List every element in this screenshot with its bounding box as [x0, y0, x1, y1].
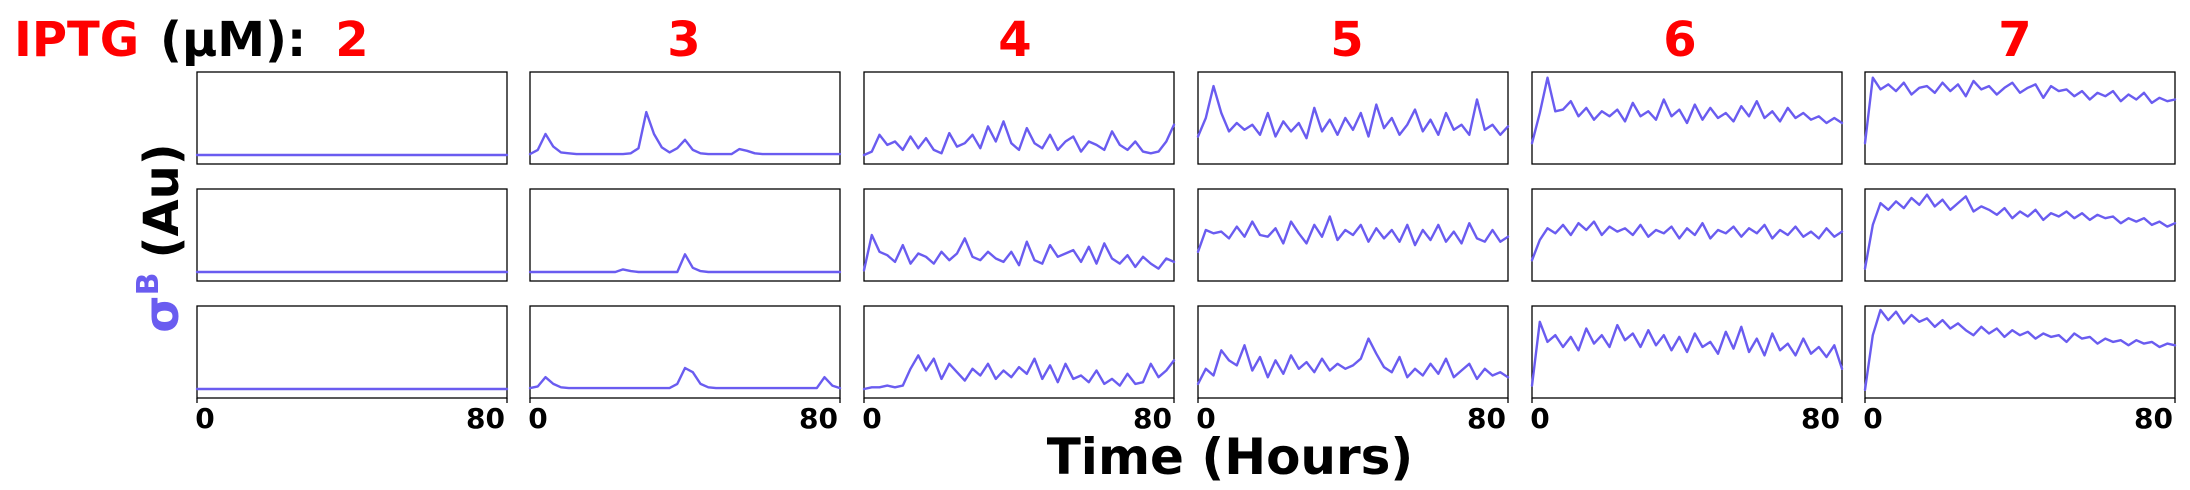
- panel-iptg-2-rep-3: 0 80: [195, 305, 509, 435]
- panel-frame: [1531, 188, 1843, 282]
- iptg-header: IPTG (μM): 2 3 4 5 6 7: [14, 12, 2032, 68]
- x-tick-label: 0: [862, 402, 881, 435]
- panel-iptg-7-rep-1: [1863, 71, 2177, 165]
- iptg-value-6: 6: [1663, 12, 1696, 68]
- trace-line: [1530, 220, 1844, 262]
- panel-iptg-2-rep-2: [195, 188, 509, 282]
- trace-line: [1863, 308, 2177, 391]
- panel-frame: [1864, 71, 2176, 165]
- iptg-value-5: 5: [1330, 12, 1363, 68]
- panel-iptg-4-rep-3: 0 80: [862, 305, 1176, 435]
- x-tick-label: 80: [466, 402, 505, 435]
- panel-iptg-5-rep-2: [1196, 188, 1510, 282]
- x-tick-label: 0: [1196, 402, 1215, 435]
- x-tick-label: 0: [1863, 402, 1882, 435]
- panel-frame: [863, 305, 1175, 399]
- x-tick-label: 0: [528, 402, 547, 435]
- trace-line: [1196, 84, 1510, 140]
- iptg-value-3: 3: [667, 12, 700, 68]
- panel-iptg-6-rep-3: 0 80: [1530, 305, 1844, 435]
- ylabel-superscript: B: [131, 272, 166, 295]
- iptg-value-7: 7: [1998, 12, 2031, 68]
- panel-frame: [1197, 305, 1509, 399]
- panel-iptg-6-rep-1: [1530, 71, 1844, 165]
- panel-frame: [529, 305, 841, 399]
- trace-line: [1863, 76, 2177, 145]
- x-tick-label: 80: [1801, 402, 1840, 435]
- x-tick-label: 80: [799, 402, 838, 435]
- trace-line: [1530, 76, 1844, 145]
- panel-frame: [529, 188, 841, 282]
- x-tick-label: 0: [1530, 402, 1549, 435]
- panel-iptg-7-rep-2: [1863, 188, 2177, 282]
- y-axis-label: σB (Au): [131, 143, 190, 332]
- ylabel-unit: (Au): [134, 143, 190, 258]
- iptg-value-2: 2: [335, 12, 368, 68]
- iptg-value-4: 4: [998, 12, 1031, 68]
- panel-frame: [1531, 71, 1843, 165]
- panel-grid: 0 80 0 80 0 80 0 80 0 80 0 80: [195, 71, 2177, 435]
- panel-iptg-4-rep-1: [862, 71, 1176, 165]
- panel-frame: [196, 188, 508, 282]
- panel-frame: [863, 188, 1175, 282]
- panel-frame: [1864, 305, 2176, 399]
- panel-iptg-3-rep-1: [528, 71, 842, 165]
- trace-line: [1530, 320, 1844, 387]
- x-tick-label: 80: [2134, 402, 2173, 435]
- panel-frame: [1197, 71, 1509, 165]
- trace-line: [528, 110, 842, 156]
- trace-line: [528, 253, 842, 274]
- iptg-label: IPTG: [14, 12, 139, 68]
- panel-iptg-7-rep-3: 0 80: [1863, 305, 2177, 435]
- trace-line: [1196, 337, 1510, 386]
- x-tick-label: 80: [1133, 402, 1172, 435]
- trace-line: [528, 366, 842, 390]
- x-tick-label: 80: [1467, 402, 1506, 435]
- panel-iptg-3-rep-2: [528, 188, 842, 282]
- trace-line: [1863, 193, 2177, 270]
- panel-iptg-5-rep-1: [1196, 71, 1510, 165]
- svg-text:σB(Au): σB (Au): [131, 143, 190, 332]
- panel-iptg-5-rep-3: 0 80: [1196, 305, 1510, 435]
- x-tick-label: 0: [195, 402, 214, 435]
- iptg-unit-label: (μM):: [160, 12, 306, 68]
- ylabel-sigma: σ: [134, 295, 190, 332]
- x-axis-label: Time (Hours): [1047, 428, 1414, 486]
- panel-frame: [196, 305, 508, 399]
- trace-line: [862, 120, 1176, 157]
- panel-frame: [1864, 188, 2176, 282]
- panel-iptg-3-rep-3: 0 80: [528, 305, 842, 435]
- panel-iptg-2-rep-1: [195, 71, 509, 165]
- panel-frame: [529, 71, 841, 165]
- panel-iptg-6-rep-2: [1530, 188, 1844, 282]
- trace-line: [862, 354, 1176, 391]
- panel-frame: [196, 71, 508, 165]
- trace-line: [862, 233, 1176, 272]
- trace-line: [1196, 215, 1510, 254]
- panel-iptg-4-rep-2: [862, 188, 1176, 282]
